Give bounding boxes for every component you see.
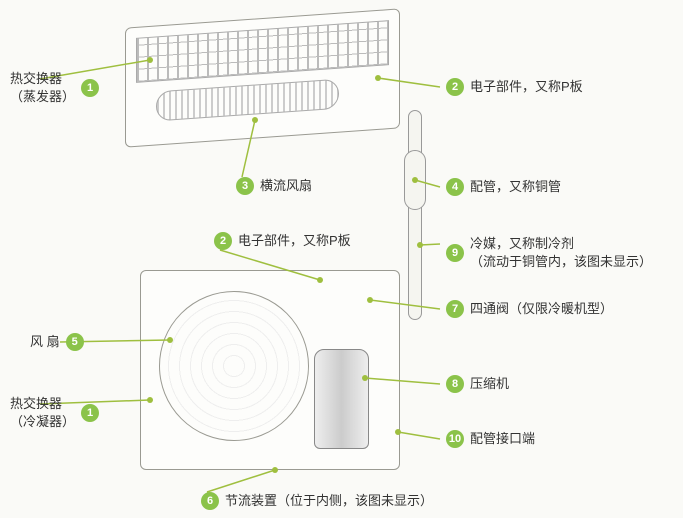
callout-1: 1 热交换器（冷凝器） bbox=[10, 395, 105, 430]
callout-9: 9 冷媒，又称制冷剂（流动于铜管内，该图未显示） bbox=[440, 235, 652, 270]
callout-text: 压缩机 bbox=[470, 375, 509, 393]
badge-icon: 4 bbox=[446, 178, 464, 196]
refrigerant-pipe-bulge bbox=[404, 150, 426, 210]
badge-icon: 9 bbox=[446, 244, 464, 262]
badge-icon: 2 bbox=[214, 232, 232, 250]
callout-1: 1 热交换器（蒸发器） bbox=[10, 70, 105, 105]
callout-text: 节流装置（位于内侧，该图未显示） bbox=[225, 492, 433, 510]
callout-text: 风 扇 bbox=[30, 333, 60, 351]
callout-text: 四通阀（仅限冷暖机型） bbox=[470, 300, 613, 318]
badge-icon: 2 bbox=[446, 78, 464, 96]
crossflow-fan bbox=[156, 79, 339, 122]
badge-icon: 7 bbox=[446, 300, 464, 318]
callout-text: 电子部件，又称P板 bbox=[470, 78, 583, 96]
compressor-shape bbox=[314, 349, 369, 449]
badge-icon: 3 bbox=[236, 177, 254, 195]
callout-4: 4 配管，又称铜管 bbox=[440, 178, 561, 196]
outdoor-fan bbox=[159, 291, 309, 441]
callout-text: 冷媒，又称制冷剂（流动于铜管内，该图未显示） bbox=[470, 235, 652, 270]
badge-icon: 6 bbox=[201, 492, 219, 510]
callout-text: 电子部件，又称P板 bbox=[238, 232, 351, 250]
callout-3: 3 横流风扇 bbox=[230, 177, 312, 195]
callout-5: 5 风 扇 bbox=[30, 333, 90, 351]
callout-2: 2 电子部件，又称P板 bbox=[440, 78, 583, 96]
callout-text: 热交换器（冷凝器） bbox=[10, 395, 75, 430]
callout-10: 10 配管接口端 bbox=[440, 430, 535, 448]
badge-icon: 8 bbox=[446, 375, 464, 393]
callout-7: 7 四通阀（仅限冷暖机型） bbox=[440, 300, 613, 318]
indoor-unit bbox=[125, 8, 400, 147]
callout-text: 横流风扇 bbox=[260, 177, 312, 195]
callout-text: 配管接口端 bbox=[470, 430, 535, 448]
callout-6: 6 节流装置（位于内侧，该图未显示） bbox=[195, 492, 433, 510]
callout-text: 配管，又称铜管 bbox=[470, 178, 561, 196]
outdoor-unit bbox=[140, 270, 400, 470]
callout-2: 2 电子部件，又称P板 bbox=[208, 232, 351, 250]
refrigerant-pipe-v bbox=[408, 110, 422, 320]
indoor-grille bbox=[136, 20, 389, 83]
callout-text: 热交换器（蒸发器） bbox=[10, 70, 75, 105]
badge-icon: 10 bbox=[446, 430, 464, 448]
badge-icon: 1 bbox=[81, 404, 99, 422]
badge-icon: 1 bbox=[81, 79, 99, 97]
callout-8: 8 压缩机 bbox=[440, 375, 509, 393]
badge-icon: 5 bbox=[66, 333, 84, 351]
